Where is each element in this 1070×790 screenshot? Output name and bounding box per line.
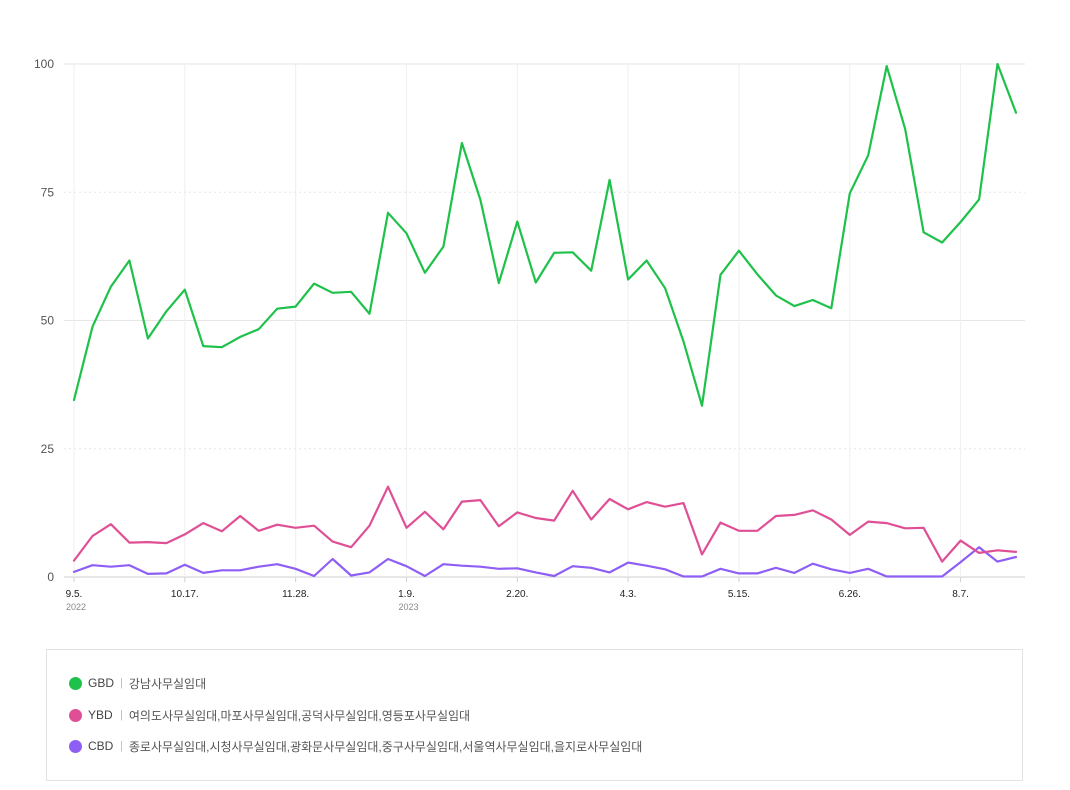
legend-code: CBD <box>88 739 114 753</box>
x-tick-label: 8.7. <box>952 589 969 600</box>
y-tick-label: 25 <box>41 442 55 456</box>
legend-description: 강남사무실임대 <box>128 676 207 691</box>
cbd-dot-icon <box>69 739 82 753</box>
x-tick-label: 5.15. <box>728 589 750 600</box>
y-tick-label: 0 <box>47 570 54 584</box>
y-axis-ticks: 0 25 50 75 100 <box>34 57 54 584</box>
y-tick-label: 50 <box>41 314 55 328</box>
series-lines <box>72 62 1018 578</box>
x-axis-ticks: 9.5. 2022 10.17. 11.28. 1.9. 2023 2.20. 4.3. 5.1… <box>66 589 969 612</box>
ybd-dot-icon <box>69 708 82 722</box>
x-tick-label: 4.3. <box>620 589 637 600</box>
legend-separator: | <box>120 709 123 721</box>
x-tick-label: 6.26. <box>839 589 861 600</box>
x-tick-label: 1.9. <box>398 589 415 600</box>
x-tick-label: 11.28. <box>282 589 309 600</box>
gridlines <box>64 63 1025 582</box>
gbd-dot-icon <box>69 676 82 690</box>
legend-separator: | <box>120 740 123 752</box>
x-tick-year: 2023 <box>398 602 418 612</box>
legend-code: GBD <box>88 676 115 690</box>
legend-code: YBD <box>88 708 113 722</box>
legend-description: 여의도사무실임대,마포사무실임대,공덕사무실임대,영등포사무실임대 <box>128 708 471 723</box>
legend-item-cbd[interactable]: CBD | 종로사무실임대,시청사무실임대,광화문사무실임대,중구사무실임대,서… <box>69 735 642 757</box>
y-tick-label: 75 <box>41 185 55 199</box>
legend-separator: | <box>120 677 123 689</box>
x-tick-label: 9.5. <box>66 589 83 600</box>
x-tick-label: 10.17. <box>171 589 199 600</box>
legend-description: 종로사무실임대,시청사무실임대,광화문사무실임대,중구사무실임대,서울역사무실임… <box>128 739 643 754</box>
series-line-gbd[interactable] <box>72 62 1018 407</box>
series-line-ybd[interactable] <box>72 485 1018 563</box>
line-chart: 0 25 50 75 100 9.5. 2022 10.17. 11.28. 1.9. 2023 2… <box>34 57 1025 612</box>
series-line-cbd[interactable] <box>72 546 1018 578</box>
legend: GBD | 강남사무실임대 YBD | 여의도사무실임대,마포사무실임대,공덕사… <box>46 649 1023 781</box>
x-tick-label: 2.20. <box>506 589 528 600</box>
legend-item-gbd[interactable]: GBD | 강남사무실임대 <box>69 672 206 694</box>
x-tick-year: 2022 <box>66 602 86 612</box>
legend-item-ybd[interactable]: YBD | 여의도사무실임대,마포사무실임대,공덕사무실임대,영등포사무실임대 <box>69 704 470 726</box>
y-tick-label: 100 <box>34 57 54 71</box>
